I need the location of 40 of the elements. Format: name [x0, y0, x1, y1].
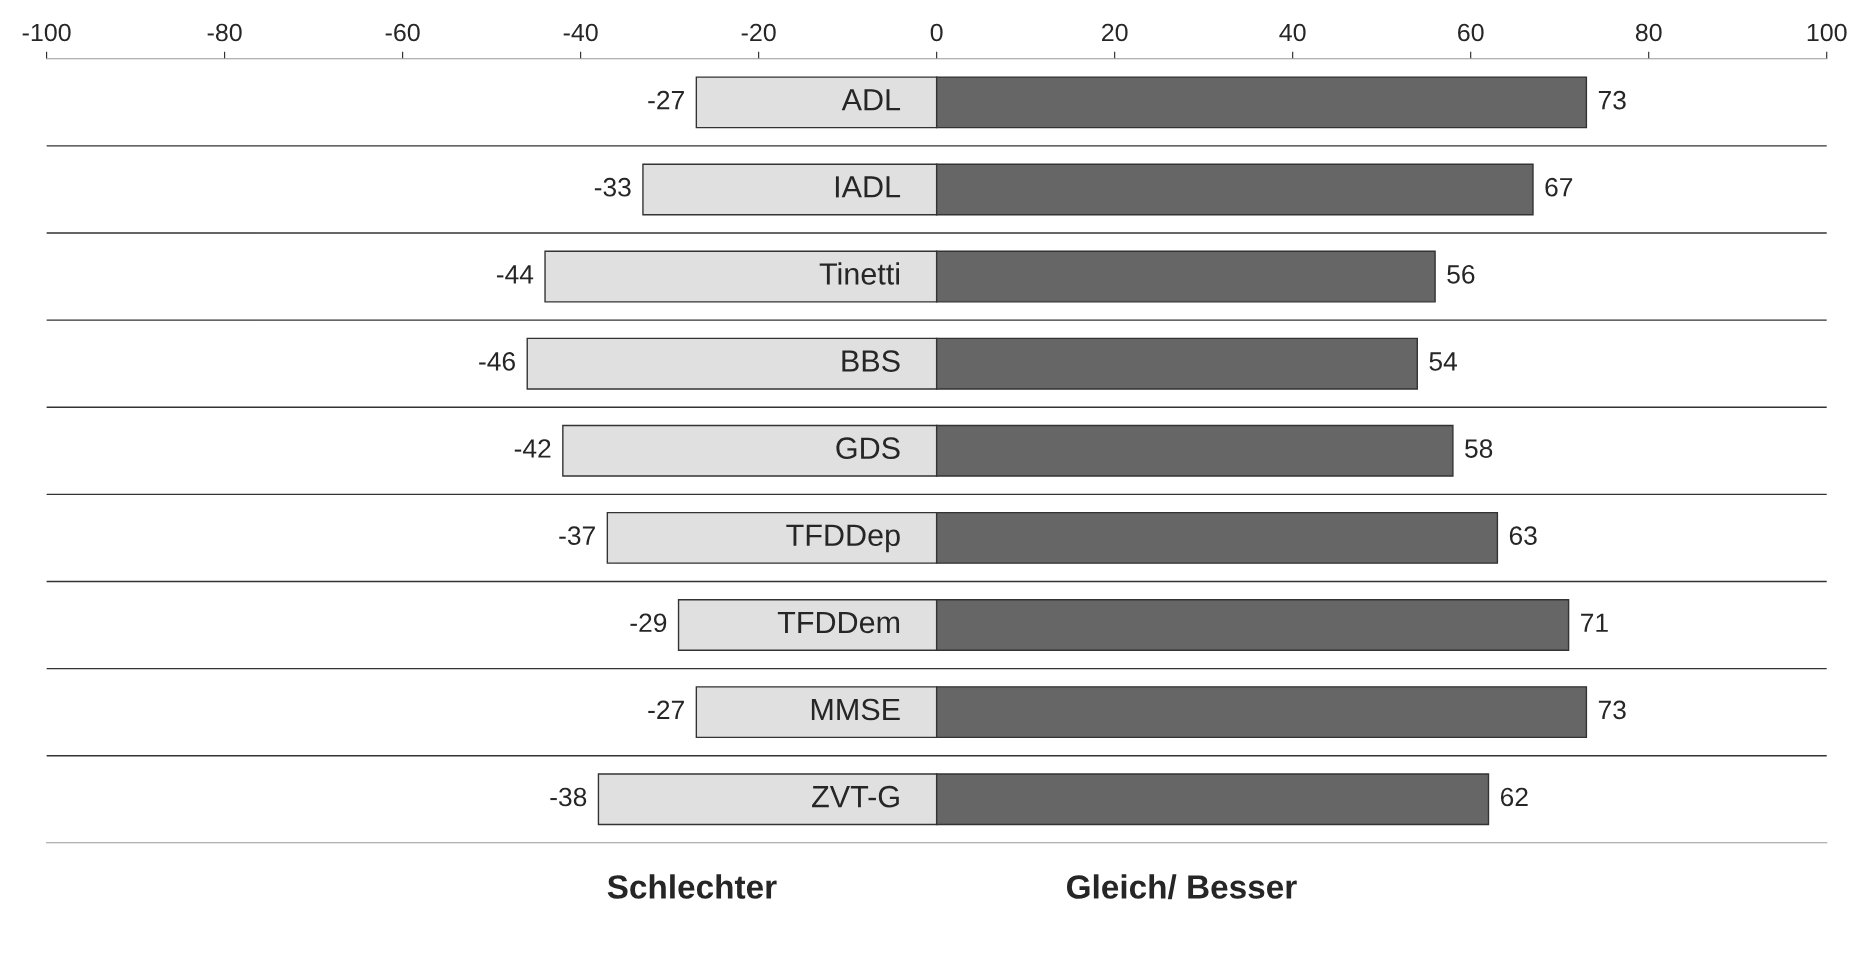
data-label: -33	[594, 177, 631, 197]
data-label: 63	[1509, 526, 1537, 545]
data-label: -37	[559, 526, 595, 545]
x-tick-label: -60	[385, 23, 420, 42]
y-tick-label: BBS	[842, 350, 900, 372]
x-tick-label: -80	[207, 23, 242, 42]
data-label: 71	[1581, 613, 1608, 632]
data-label: -29	[630, 613, 667, 633]
x-tick-label: 0	[930, 23, 943, 42]
data-label: 54	[1429, 352, 1457, 371]
data-label: 73	[1598, 700, 1626, 720]
series-label: Schlechter	[607, 874, 777, 899]
data-label: -44	[496, 265, 534, 284]
data-label: 56	[1447, 264, 1475, 284]
data-label: -27	[648, 90, 684, 110]
x-tick-label: 80	[1635, 23, 1662, 42]
x-tick-label: -20	[741, 23, 776, 42]
y-tick-label: MMSE	[811, 698, 900, 721]
data-label: -27	[648, 700, 684, 719]
x-tick-label: 40	[1279, 23, 1306, 42]
x-tick-label: -100	[22, 23, 71, 42]
x-tick-label: 20	[1102, 23, 1128, 42]
y-tick-label: TFDDem	[777, 611, 900, 634]
x-tick-label: -40	[563, 23, 598, 42]
data-label: -46	[479, 352, 515, 371]
data-label: 58	[1465, 439, 1493, 458]
series-label: Gleich/ Besser	[1067, 874, 1297, 900]
data-label: -38	[550, 787, 587, 807]
y-tick-label: ADL	[841, 89, 901, 111]
data-label: 67	[1545, 177, 1573, 197]
y-tick-label: ZVT-G	[812, 785, 899, 808]
y-tick-label: Tinetti	[819, 262, 900, 285]
x-tick-label: 100	[1807, 23, 1847, 42]
y-tick-label: TFDDep	[786, 524, 900, 553]
data-label: 73	[1598, 90, 1626, 110]
x-tick-label: 60	[1458, 23, 1484, 42]
y-tick-label: IADL	[835, 176, 901, 198]
y-tick-label: GDS	[836, 437, 900, 459]
data-label: -42	[514, 439, 551, 458]
data-label: 62	[1500, 787, 1528, 807]
